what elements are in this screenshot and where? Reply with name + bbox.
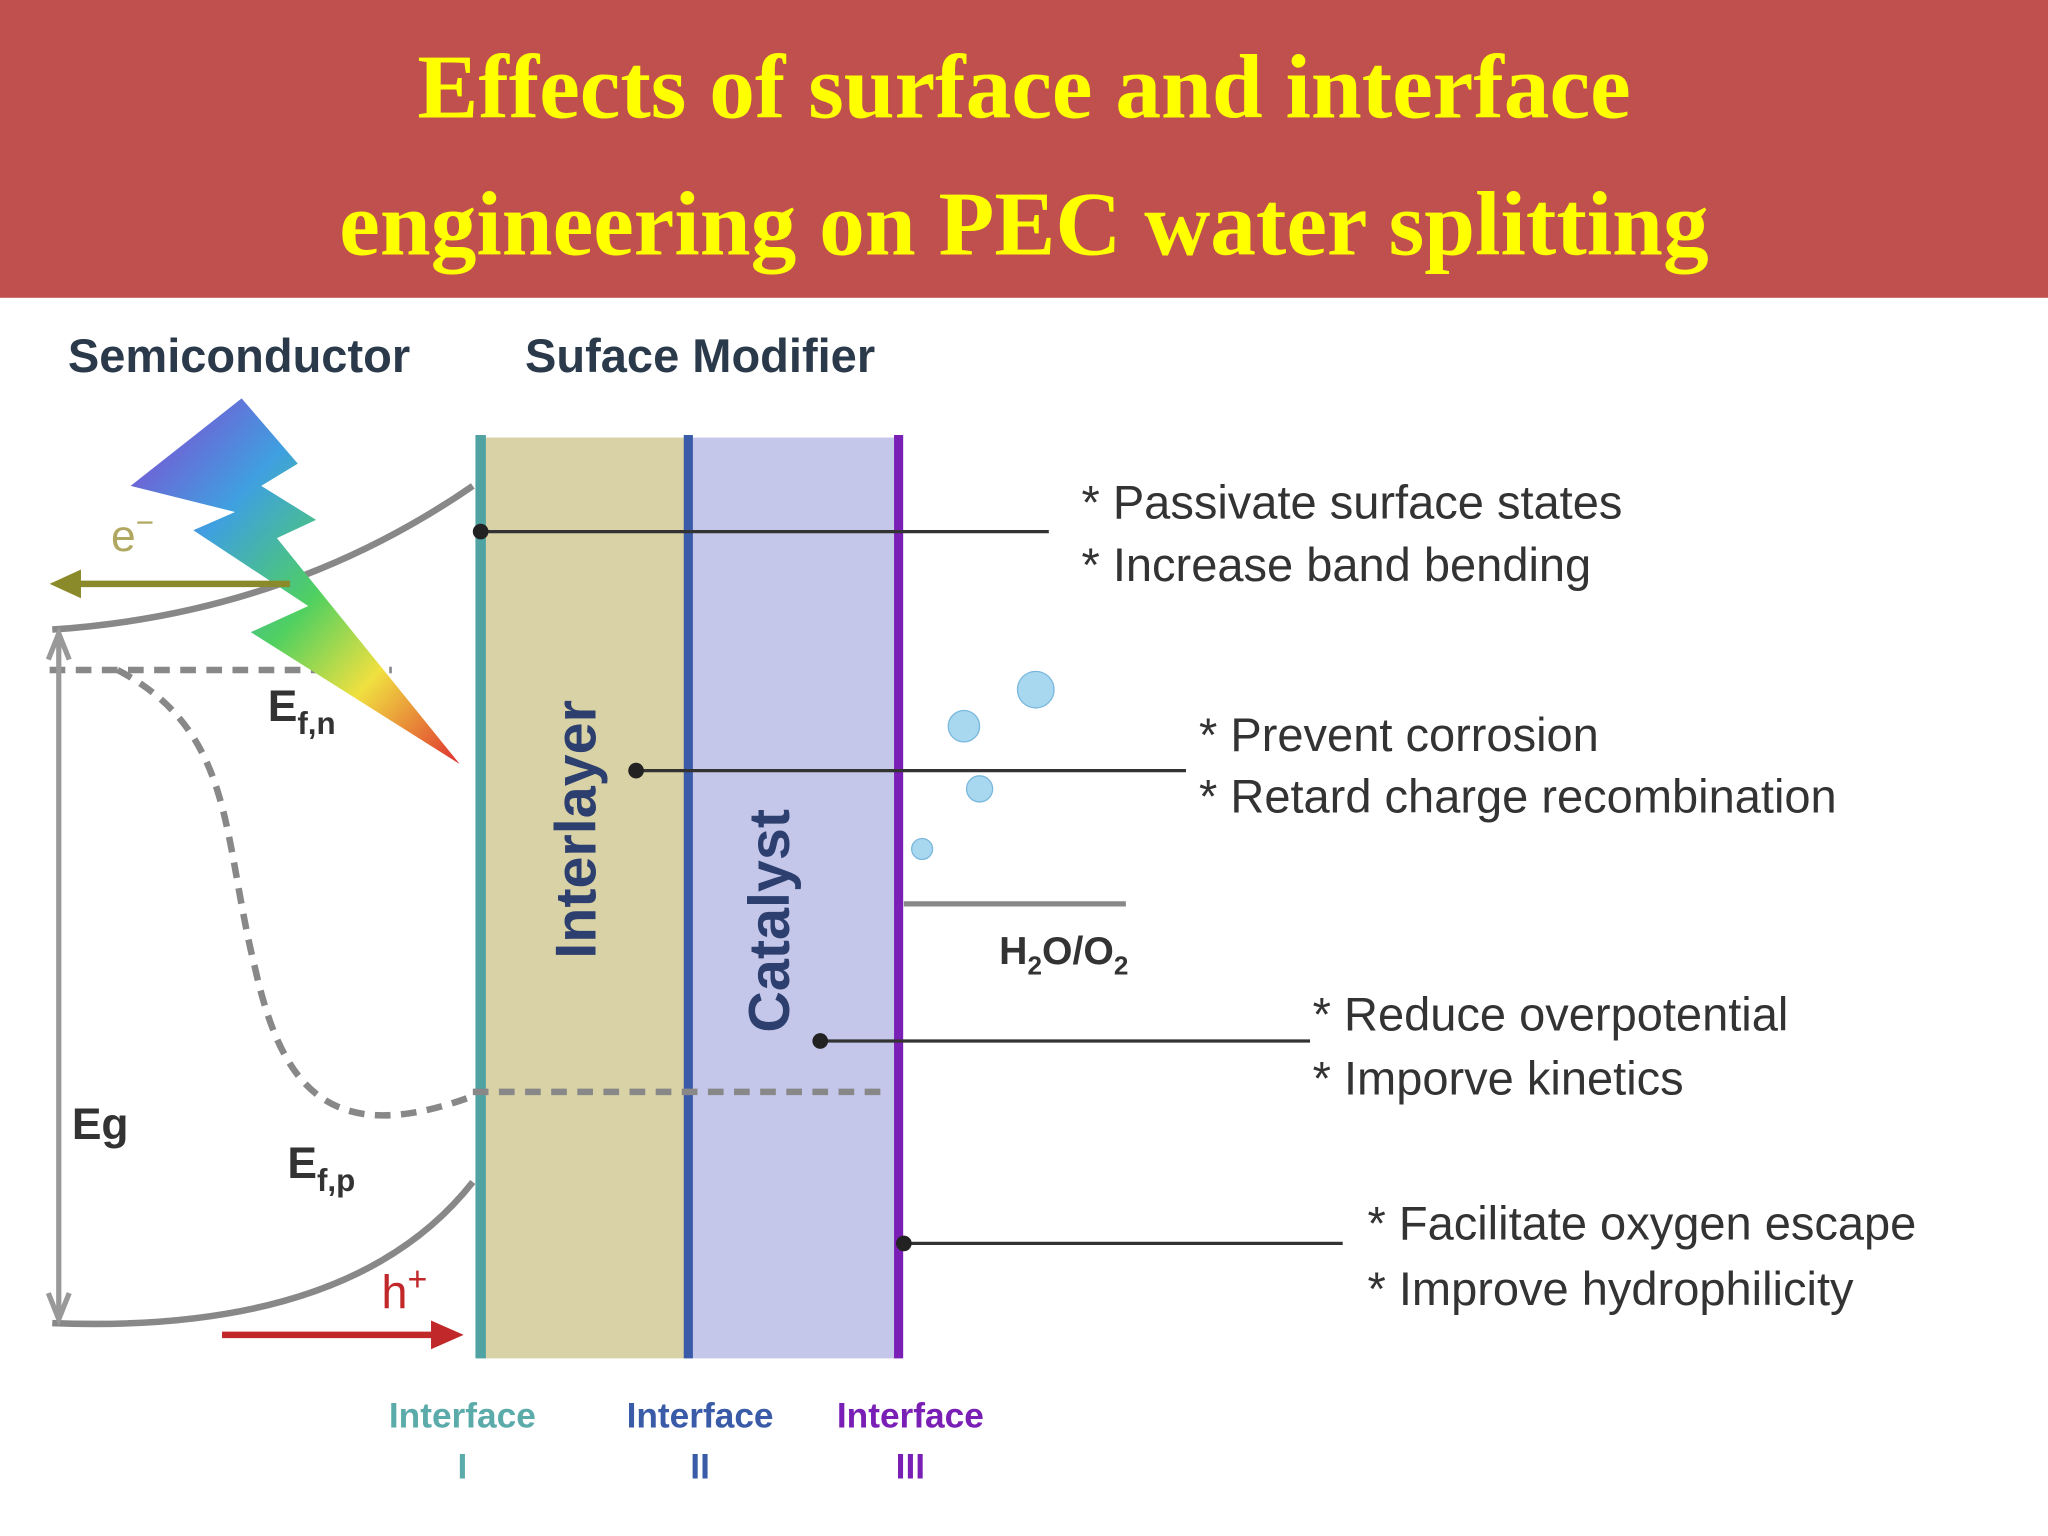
interface-name: Interface [627,1397,774,1436]
interface-name: Interface [837,1397,984,1436]
title-line: engineering on PEC water splitting [339,174,1708,275]
bubble [965,775,994,803]
semiconductor-label: Semiconductor [68,329,410,382]
electron-arrow-head [49,569,81,599]
leader-dot [812,1033,829,1049]
quasi-fermi [116,667,472,1119]
title-line: Effects of surface and interface [417,37,1630,138]
efp-sub: f,p [317,1163,355,1198]
leader-dot [628,762,644,779]
effect-text: * Prevent corrosion [1199,708,1599,761]
effect-text: * Increase band bending [1081,538,1591,591]
hole-label: h+ [381,1260,427,1318]
header-band [0,0,2048,298]
effect-text: * Reduce overpotential [1313,988,1789,1041]
bubble [947,709,981,743]
hole-arrow-head [431,1320,464,1350]
electron-label: e− [111,505,154,561]
efn-label: Ef,n [268,682,336,741]
effect-text: * Improve hydrophilicity [1368,1262,1855,1315]
bubble [911,837,934,861]
interlayer-label: Interlayer [545,700,609,959]
efn-sub: f,n [297,706,335,741]
hole-symbol: h [381,1266,407,1319]
interface-numeral: I [457,1448,467,1487]
redox-part: H [999,930,1027,973]
efp-symbol: E [287,1139,317,1188]
interface-name: Interface [389,1397,536,1436]
effect-text: * Imporve kinetics [1313,1052,1684,1105]
catalyst-label: Catalyst [738,809,802,1033]
eg-label: Eg [72,1100,129,1149]
leader-dot [896,1235,912,1252]
bubble [1016,670,1055,709]
eg-arrow-heads [45,626,72,1327]
redox-label: H2O/O2 [999,930,1128,980]
catalyst-region [688,437,899,1359]
efp-label: Ef,p [287,1139,355,1198]
efn-symbol: E [268,682,298,731]
redox-sub: 2 [1114,950,1129,980]
interlayer-region [478,437,689,1359]
hole-charge: + [408,1260,428,1298]
modifier-label: Suface Modifier [525,329,875,382]
electron-charge: − [136,505,154,540]
interface-numeral: III [896,1448,925,1487]
effect-text: * Passivate surface states [1081,476,1622,529]
interface-numeral: II [690,1448,710,1487]
valence-band [52,1180,476,1328]
redox-sub: 2 [1027,950,1042,980]
effect-text: * Retard charge recombination [1199,769,1837,822]
redox-part: O/O [1042,930,1114,973]
electron-symbol: e [111,512,136,561]
effect-text: * Facilitate oxygen escape [1368,1197,1917,1250]
leader-dot [472,523,489,540]
light-bolt [130,398,460,765]
